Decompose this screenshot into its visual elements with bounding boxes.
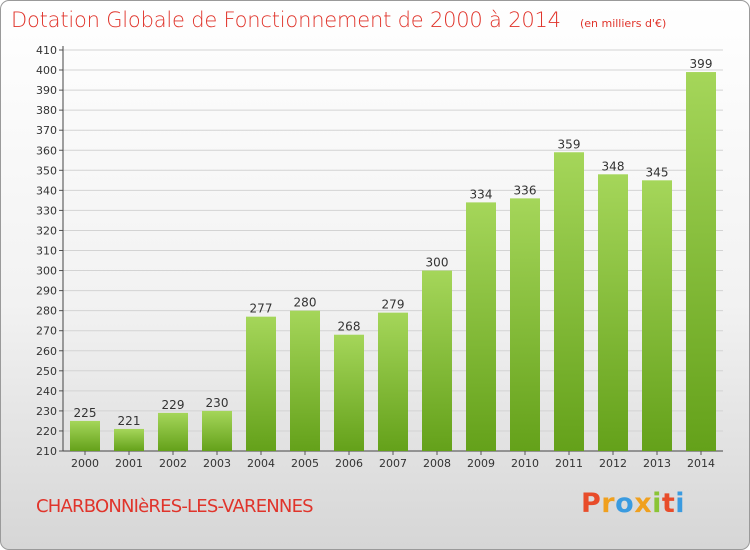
x-tick-label: 2008 — [423, 457, 451, 470]
x-tick-label: 2006 — [335, 457, 363, 470]
proxiti-logo: Proxiti — [581, 488, 686, 519]
y-tick-label: 210 — [36, 445, 57, 458]
title-row: Dotation Globale de Fonctionnement de 20… — [11, 8, 666, 32]
data-label: 345 — [646, 165, 669, 179]
bar — [334, 334, 364, 451]
x-tick-label: 2009 — [467, 457, 495, 470]
data-label: 230 — [206, 396, 229, 410]
data-label: 348 — [602, 159, 625, 173]
bar — [114, 428, 144, 451]
x-tick-label: 2014 — [687, 457, 715, 470]
bar — [466, 202, 496, 451]
data-label: 268 — [338, 320, 361, 334]
y-tick-label: 400 — [36, 64, 57, 77]
y-tick-label: 230 — [36, 405, 57, 418]
y-tick-label: 320 — [36, 224, 57, 237]
commune-name: CHARBONNIèRES-LES-VARENNES — [36, 496, 314, 517]
y-tick-label: 360 — [36, 144, 57, 157]
data-label: 279 — [382, 298, 405, 312]
bar — [70, 420, 100, 451]
data-label: 359 — [558, 137, 581, 151]
data-label: 221 — [118, 414, 141, 428]
x-tick-label: 2002 — [159, 457, 187, 470]
bar — [510, 198, 540, 451]
y-tick-label: 390 — [36, 84, 57, 97]
y-tick-label: 290 — [36, 285, 57, 298]
bar — [686, 72, 716, 452]
x-tick-label: 2013 — [643, 457, 671, 470]
y-tick-label: 330 — [36, 204, 57, 217]
x-tick-label: 2012 — [599, 457, 627, 470]
y-tick-label: 310 — [36, 245, 57, 258]
y-tick-label: 220 — [36, 425, 57, 438]
x-tick-label: 2000 — [71, 457, 99, 470]
y-tick-labels: 210 220 230 240 250 260 270 280 290 300 310 320 330 3… — [36, 44, 57, 458]
bar — [246, 316, 276, 451]
bars — [70, 72, 716, 452]
y-tick-label: 300 — [36, 265, 57, 278]
x-tick-label: 2011 — [555, 457, 583, 470]
y-tick-label: 410 — [36, 44, 57, 57]
x-tick-label: 2003 — [203, 457, 231, 470]
bar — [378, 312, 408, 451]
x-tick-label: 2005 — [291, 457, 319, 470]
x-tick-label: 2010 — [511, 457, 539, 470]
y-tick-label: 340 — [36, 184, 57, 197]
data-labels: 225 221 229 230 277 280 268 279 300 334 336 359 348 3… — [74, 57, 713, 428]
y-tick-label: 250 — [36, 365, 57, 378]
bar — [158, 412, 188, 451]
chart-subtitle: (en milliers d'€) — [579, 17, 667, 30]
data-label: 399 — [690, 57, 713, 71]
data-label: 280 — [294, 296, 317, 310]
y-tick-label: 350 — [36, 164, 57, 177]
bar — [422, 270, 452, 451]
y-tick-label: 270 — [36, 325, 57, 338]
data-label: 336 — [514, 183, 537, 197]
data-label: 300 — [426, 256, 449, 270]
data-label: 277 — [250, 302, 273, 316]
data-label: 334 — [470, 187, 493, 201]
bar — [202, 410, 232, 451]
x-tick-label: 2007 — [379, 457, 407, 470]
y-tick-label: 260 — [36, 345, 57, 358]
data-label: 229 — [162, 398, 185, 412]
bar — [554, 152, 584, 451]
chart-title: Dotation Globale de Fonctionnement de 20… — [11, 8, 561, 32]
x-tick-label: 2004 — [247, 457, 275, 470]
x-tick-labels: 2000 2001 2002 2003 2004 2005 2006 2007 2008 2009… — [71, 457, 715, 470]
x-tick-label: 2001 — [115, 457, 143, 470]
y-tick-label: 370 — [36, 124, 57, 137]
bar — [642, 180, 672, 451]
data-label: 225 — [74, 406, 97, 420]
bar — [290, 310, 320, 451]
y-tick-label: 280 — [36, 305, 57, 318]
y-tick-label: 240 — [36, 385, 57, 398]
bar — [598, 174, 628, 451]
y-tick-label: 380 — [36, 104, 57, 117]
